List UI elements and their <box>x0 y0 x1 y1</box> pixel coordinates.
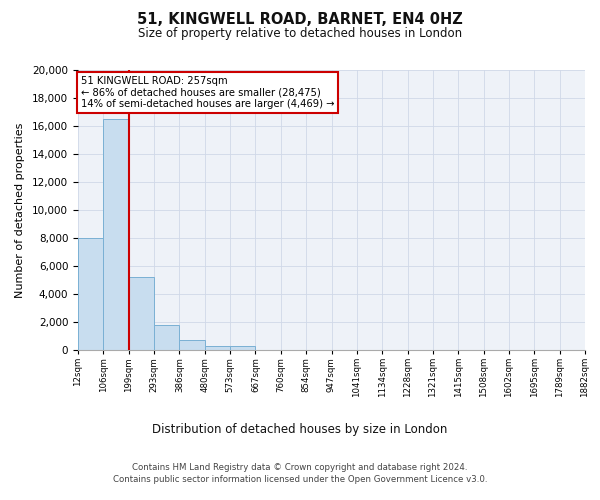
Text: Contains HM Land Registry data © Crown copyright and database right 2024.: Contains HM Land Registry data © Crown c… <box>132 462 468 471</box>
Bar <box>205 346 230 350</box>
Text: 51 KINGWELL ROAD: 257sqm
← 86% of detached houses are smaller (28,475)
14% of se: 51 KINGWELL ROAD: 257sqm ← 86% of detach… <box>80 76 334 109</box>
Text: Distribution of detached houses by size in London: Distribution of detached houses by size … <box>152 422 448 436</box>
Text: Contains public sector information licensed under the Open Government Licence v3: Contains public sector information licen… <box>113 475 487 484</box>
Bar <box>230 346 256 350</box>
Bar <box>103 119 128 350</box>
Bar <box>154 325 179 350</box>
Text: 51, KINGWELL ROAD, BARNET, EN4 0HZ: 51, KINGWELL ROAD, BARNET, EN4 0HZ <box>137 12 463 28</box>
Text: Size of property relative to detached houses in London: Size of property relative to detached ho… <box>138 28 462 40</box>
Bar <box>128 277 154 350</box>
Bar <box>78 238 103 350</box>
Y-axis label: Number of detached properties: Number of detached properties <box>15 122 25 298</box>
Bar <box>179 340 205 350</box>
